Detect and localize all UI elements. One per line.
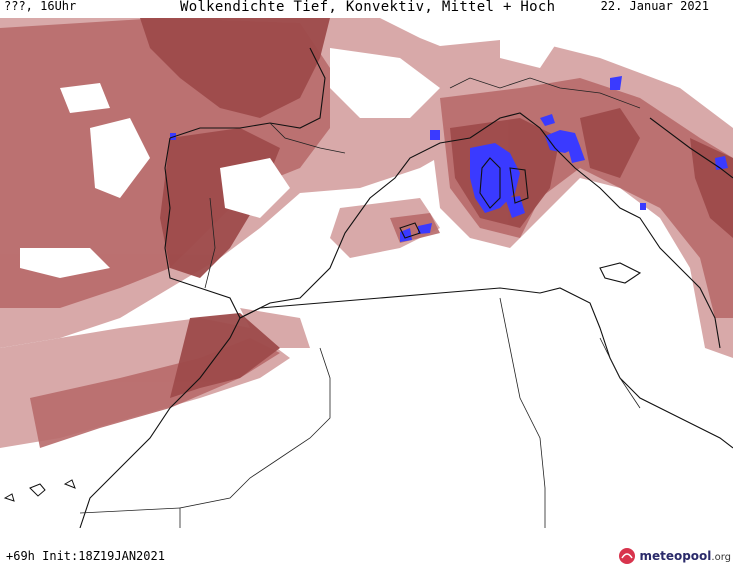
clear-sky-gaps <box>20 28 560 278</box>
map-canvas <box>0 18 733 529</box>
map-title: Wolkendichte Tief, Konvektiv, Mittel + H… <box>180 0 556 15</box>
logo-name: meteopool <box>639 549 712 563</box>
logo-suffix: .org <box>711 552 731 563</box>
valid-time-label: ???, 16Uhr <box>4 0 77 13</box>
canary-islands <box>3 479 76 502</box>
coastlines <box>79 47 733 529</box>
logo-text: meteopool.org <box>639 549 731 563</box>
forecast-date: 22. Januar 2021 <box>600 0 709 13</box>
run-info: +69h Init:18Z19JAN2021 <box>6 549 165 563</box>
cloud-density-map <box>0 18 733 529</box>
meteopool-logo[interactable]: meteopool.org <box>618 546 731 566</box>
country-borders <box>79 77 641 528</box>
meteopool-logo-icon <box>619 548 636 564</box>
